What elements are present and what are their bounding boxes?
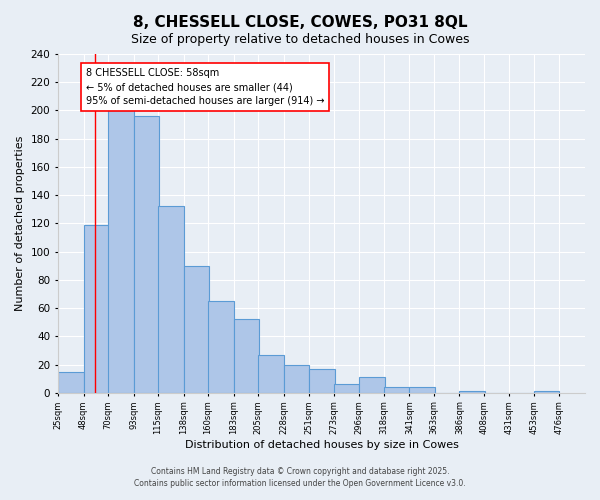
Bar bbox=[409, 387, 435, 393]
Bar bbox=[258, 354, 284, 393]
Text: 8, CHESSELL CLOSE, COWES, PO31 8QL: 8, CHESSELL CLOSE, COWES, PO31 8QL bbox=[133, 15, 467, 30]
Bar bbox=[233, 320, 259, 393]
Text: Size of property relative to detached houses in Cowes: Size of property relative to detached ho… bbox=[131, 32, 469, 46]
Bar bbox=[184, 266, 209, 393]
Text: 8 CHESSELL CLOSE: 58sqm
← 5% of detached houses are smaller (44)
95% of semi-det: 8 CHESSELL CLOSE: 58sqm ← 5% of detached… bbox=[86, 68, 324, 106]
Text: Contains HM Land Registry data © Crown copyright and database right 2025.
Contai: Contains HM Land Registry data © Crown c… bbox=[134, 466, 466, 487]
Bar bbox=[108, 110, 134, 393]
Bar bbox=[58, 372, 83, 393]
Bar bbox=[534, 392, 559, 393]
Bar bbox=[334, 384, 359, 393]
Y-axis label: Number of detached properties: Number of detached properties bbox=[15, 136, 25, 311]
Bar bbox=[158, 206, 184, 393]
Bar bbox=[208, 301, 233, 393]
Bar bbox=[384, 387, 409, 393]
Bar bbox=[284, 364, 309, 393]
Bar bbox=[309, 369, 335, 393]
Bar bbox=[134, 116, 159, 393]
X-axis label: Distribution of detached houses by size in Cowes: Distribution of detached houses by size … bbox=[185, 440, 458, 450]
Bar bbox=[460, 392, 485, 393]
Bar bbox=[83, 225, 109, 393]
Bar bbox=[359, 378, 385, 393]
